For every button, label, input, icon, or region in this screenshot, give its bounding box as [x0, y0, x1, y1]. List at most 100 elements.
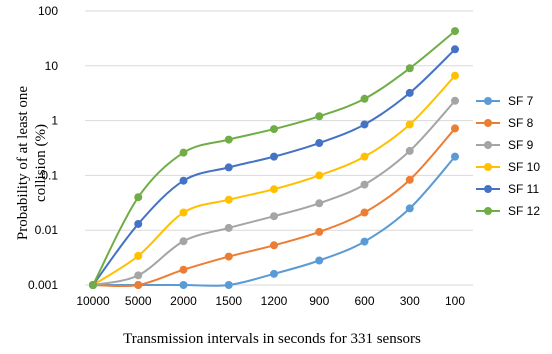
series-group — [89, 71, 459, 289]
data-point — [134, 281, 143, 289]
data-point — [405, 88, 414, 97]
data-point — [360, 208, 369, 217]
y-axis-title-line: Probability of at least one — [15, 86, 31, 240]
series-group — [89, 152, 459, 289]
data-point — [451, 152, 459, 161]
data-point — [134, 219, 143, 228]
data-point — [134, 251, 143, 260]
data-point — [134, 193, 143, 202]
legend-item: SF 12 — [476, 204, 540, 218]
data-point — [270, 185, 278, 194]
data-point — [224, 195, 233, 204]
legend-marker — [484, 97, 492, 105]
legend-label: SF 12 — [508, 204, 540, 218]
legend-label: SF 10 — [508, 160, 540, 174]
legend-item: SF 11 — [476, 182, 539, 196]
x-tick-label: 10000 — [76, 294, 110, 308]
legend-marker — [484, 185, 492, 193]
data-point — [179, 265, 188, 274]
data-point — [451, 27, 459, 36]
series-group — [89, 45, 459, 289]
data-point — [89, 281, 97, 289]
legend-label: SF 9 — [508, 138, 534, 152]
y-axis-title-line: collision (%) — [33, 124, 49, 202]
legend-item: SF 7 — [476, 94, 534, 108]
x-tick-label: 300 — [400, 294, 420, 308]
data-point — [451, 71, 459, 80]
x-tick-label: 2000 — [170, 294, 197, 308]
series-line — [92, 75, 456, 286]
series-group — [89, 124, 459, 289]
data-point — [405, 175, 414, 184]
data-point — [315, 171, 324, 180]
data-point — [224, 281, 233, 289]
series-group — [89, 27, 459, 289]
y-tick-label: 10 — [45, 59, 59, 73]
data-point — [360, 152, 369, 161]
y-tick-label: 0.01 — [35, 223, 59, 237]
data-point — [134, 271, 143, 280]
x-tick-label: 100 — [445, 294, 465, 308]
data-point — [405, 120, 414, 129]
y-axis-title: Probability of at least one collision (%) — [15, 86, 49, 240]
data-point — [360, 120, 369, 129]
data-point — [360, 237, 369, 246]
data-point — [451, 96, 459, 105]
data-point — [270, 152, 278, 161]
x-axis-title: Transmission intervals in seconds for 33… — [123, 331, 421, 347]
data-point — [179, 176, 188, 185]
data-point — [315, 139, 324, 148]
data-point — [315, 112, 324, 121]
legend-item: SF 10 — [476, 160, 540, 174]
legend-label: SF 8 — [508, 116, 534, 130]
data-point — [315, 256, 324, 265]
data-point — [405, 146, 414, 155]
data-point — [270, 212, 278, 221]
legend-marker — [484, 207, 492, 215]
data-point — [179, 281, 188, 289]
data-point — [179, 237, 188, 246]
data-point — [315, 199, 324, 208]
data-point — [405, 64, 414, 73]
data-point — [315, 227, 324, 236]
series-line — [93, 155, 456, 287]
data-point — [224, 135, 233, 144]
data-point — [224, 223, 233, 232]
x-tick-label: 1500 — [215, 294, 242, 308]
legend: SF 7 SF 8 SF 9 SF 10 SF 11 SF 12 — [476, 94, 540, 218]
data-point — [451, 124, 459, 133]
legend-item: SF 8 — [476, 116, 534, 130]
data-point — [224, 252, 233, 261]
data-point — [270, 241, 278, 250]
legend-marker — [484, 119, 492, 127]
data-point — [224, 163, 233, 172]
y-axis-ticks: 0.001 0.01 0.1 1 10 100 — [28, 4, 58, 292]
series-lines — [89, 27, 459, 289]
data-point — [451, 45, 459, 54]
data-point — [179, 208, 188, 217]
x-tick-label: 1200 — [261, 294, 288, 308]
legend-marker — [484, 141, 492, 149]
data-point — [179, 148, 188, 157]
series-line — [92, 48, 456, 286]
y-tick-label: 100 — [38, 4, 58, 18]
data-point — [270, 269, 278, 278]
data-point — [360, 180, 369, 189]
data-point — [270, 125, 278, 134]
legend-marker — [484, 163, 492, 171]
x-axis-ticks: 10000 5000 2000 1500 1200 900 600 300 100 — [76, 294, 465, 308]
y-tick-label: 0.1 — [41, 168, 58, 182]
series-line — [92, 127, 456, 288]
legend-label: SF 7 — [508, 94, 534, 108]
x-tick-label: 900 — [309, 294, 329, 308]
legend-label: SF 11 — [508, 182, 539, 196]
data-point — [360, 94, 369, 103]
legend-item: SF 9 — [476, 138, 534, 152]
y-tick-label: 1 — [51, 114, 58, 128]
y-tick-label: 0.001 — [28, 278, 58, 292]
data-point — [405, 204, 414, 213]
grid — [85, 10, 473, 286]
x-tick-label: 600 — [354, 294, 374, 308]
